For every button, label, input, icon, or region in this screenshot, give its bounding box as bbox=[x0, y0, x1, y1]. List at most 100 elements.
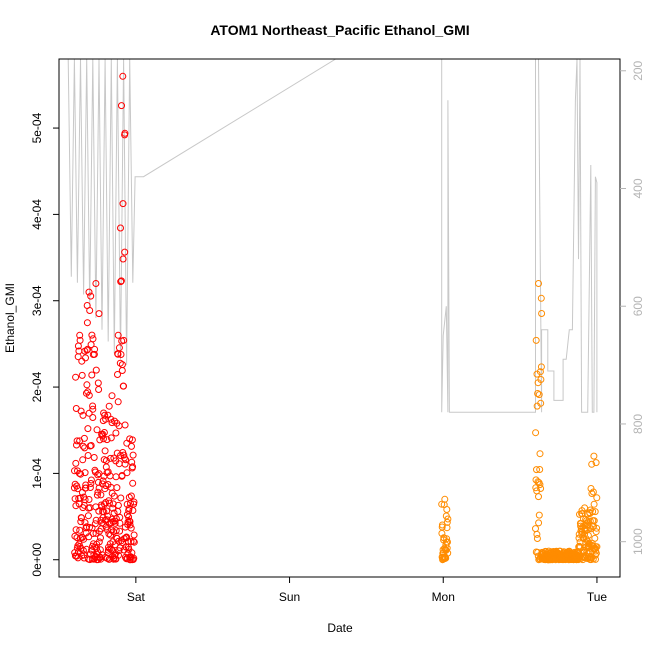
data-point bbox=[593, 524, 601, 532]
data-point bbox=[72, 373, 80, 381]
data-point bbox=[113, 484, 121, 492]
data-point bbox=[88, 371, 96, 379]
data-point bbox=[101, 500, 108, 508]
data-point bbox=[80, 551, 88, 559]
data-point bbox=[72, 526, 80, 534]
data-point bbox=[438, 500, 446, 508]
x-tick-label: Sun bbox=[279, 590, 300, 604]
data-point bbox=[92, 280, 100, 287]
data-point bbox=[91, 345, 99, 353]
data-point bbox=[77, 470, 85, 478]
data-point bbox=[575, 542, 583, 550]
data-point bbox=[76, 331, 84, 339]
data-point bbox=[79, 442, 87, 450]
data-point bbox=[121, 421, 129, 429]
data-point bbox=[77, 518, 85, 526]
data-point bbox=[126, 518, 134, 525]
data-point bbox=[101, 447, 109, 455]
data-point bbox=[103, 507, 111, 515]
overlay-line-layer bbox=[67, 58, 598, 413]
data-point bbox=[127, 538, 135, 546]
data-point bbox=[102, 415, 110, 423]
data-point bbox=[112, 515, 120, 523]
chart-title: ATOM1 Northeast_Pacific Ethanol_GMI bbox=[210, 22, 469, 38]
y-tick-label: 1e-04 bbox=[30, 458, 44, 489]
data-point bbox=[114, 508, 122, 515]
data-point bbox=[94, 471, 102, 479]
data-point bbox=[87, 476, 95, 484]
data-point bbox=[95, 386, 103, 393]
data-point bbox=[591, 534, 599, 542]
data-point bbox=[592, 459, 600, 467]
data-point bbox=[535, 493, 542, 501]
data-point bbox=[537, 485, 545, 492]
data-point bbox=[532, 336, 540, 344]
data-point bbox=[538, 310, 546, 317]
y-tick-label: 2e-04 bbox=[30, 371, 44, 402]
data-point bbox=[130, 498, 138, 506]
data-point bbox=[85, 288, 93, 296]
data-point bbox=[112, 473, 120, 481]
data-point bbox=[92, 516, 100, 524]
data-point bbox=[82, 354, 89, 362]
data-point bbox=[578, 510, 586, 518]
data-point bbox=[84, 425, 92, 433]
data-point bbox=[130, 554, 138, 562]
data-point bbox=[90, 350, 98, 358]
data-point bbox=[121, 129, 129, 137]
data-point bbox=[87, 480, 95, 487]
data-point bbox=[92, 529, 100, 537]
data-point bbox=[119, 255, 127, 263]
data-point bbox=[126, 435, 134, 443]
data-point bbox=[118, 361, 126, 369]
data-point bbox=[80, 434, 88, 442]
data-point bbox=[115, 344, 123, 352]
data-point bbox=[120, 382, 127, 390]
data-point bbox=[127, 492, 135, 500]
data-point bbox=[79, 547, 87, 554]
data-point bbox=[78, 357, 86, 365]
data-point bbox=[537, 376, 545, 383]
data-point bbox=[112, 429, 120, 437]
data-point bbox=[72, 502, 80, 510]
data-point bbox=[83, 545, 90, 553]
data-point bbox=[95, 538, 103, 546]
data-point bbox=[77, 407, 85, 415]
data-point bbox=[590, 517, 598, 525]
data-point bbox=[76, 336, 84, 344]
data-point bbox=[97, 491, 105, 499]
data-point bbox=[533, 530, 541, 538]
data-point bbox=[73, 437, 81, 445]
y2-tick-label: 800 bbox=[631, 414, 645, 434]
data-point bbox=[441, 495, 449, 503]
data-point bbox=[117, 278, 125, 286]
data-point bbox=[592, 528, 600, 536]
data-point bbox=[537, 399, 545, 407]
data-point bbox=[89, 402, 97, 410]
data-point bbox=[587, 506, 594, 514]
data-point bbox=[84, 388, 92, 396]
data-point bbox=[444, 549, 452, 557]
x-tick-label: Tue bbox=[587, 590, 608, 604]
y2-tick-label: 1000 bbox=[631, 528, 645, 555]
data-point bbox=[100, 429, 108, 436]
data-point bbox=[533, 466, 540, 474]
data-point bbox=[108, 526, 116, 534]
data-point bbox=[92, 366, 100, 374]
data-point bbox=[93, 426, 101, 434]
data-point bbox=[114, 501, 122, 509]
data-point bbox=[96, 546, 104, 554]
data-point bbox=[112, 527, 120, 535]
data-point bbox=[85, 496, 93, 503]
data-point bbox=[114, 331, 122, 339]
data-point bbox=[533, 535, 541, 542]
data-point bbox=[443, 535, 451, 543]
data-point bbox=[87, 292, 95, 300]
data-point bbox=[125, 504, 133, 512]
data-point bbox=[536, 450, 544, 458]
data-point bbox=[97, 534, 104, 542]
data-point bbox=[117, 351, 125, 358]
plot-frame bbox=[58, 58, 621, 578]
data-point bbox=[104, 468, 112, 476]
